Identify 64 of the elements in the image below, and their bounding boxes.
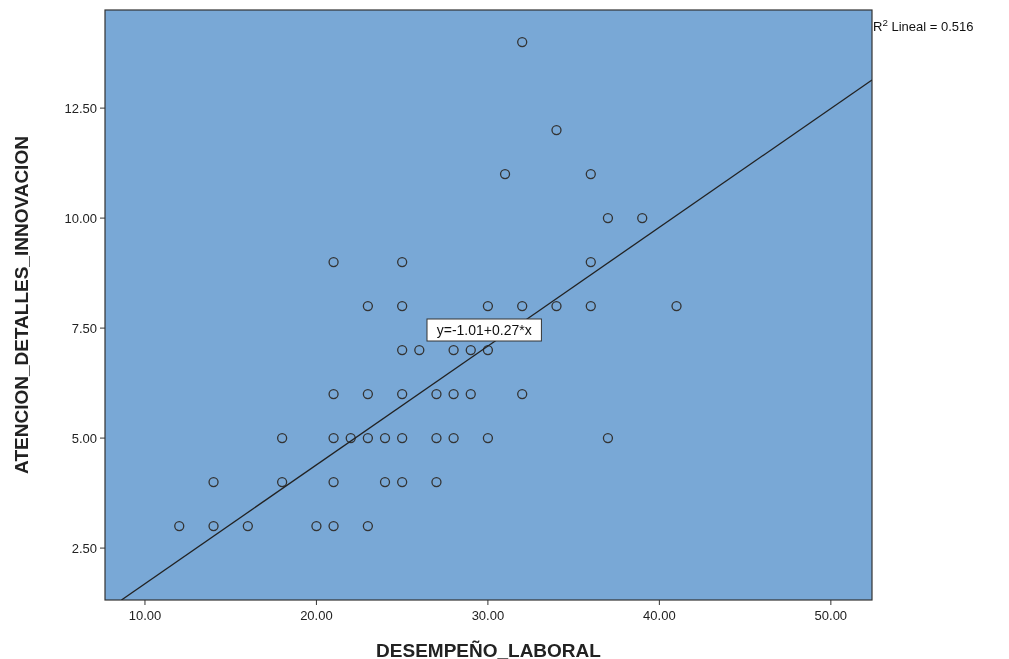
x-tick-label: 20.00 [300, 608, 333, 623]
point [397, 300, 408, 312]
annotation: y=-1.01+0.27*x [436, 322, 532, 338]
point [362, 432, 374, 444]
point [482, 344, 494, 356]
point [328, 520, 339, 532]
point [328, 388, 339, 400]
text: R$^{2}$ Lineal = 0.516 [873, 16, 974, 34]
point [208, 476, 219, 488]
point [602, 432, 614, 444]
point [482, 432, 494, 444]
point [499, 168, 511, 180]
x-tick-label: 50.00 [814, 608, 848, 623]
point [585, 256, 596, 268]
point [362, 388, 374, 400]
x-tick-label: 30.00 [471, 608, 505, 623]
point [585, 168, 596, 180]
x-axis-title: DESEMPEÑO_LABORAL [376, 640, 602, 659]
y-tick-label: 10.00 [64, 210, 97, 226]
point [482, 300, 494, 312]
point [448, 388, 459, 400]
point [397, 388, 408, 400]
point [517, 388, 528, 400]
point [397, 256, 408, 268]
point [311, 520, 322, 532]
point [208, 520, 219, 532]
point [242, 520, 253, 532]
point [397, 344, 408, 356]
point [551, 124, 562, 136]
point [328, 432, 339, 444]
point [551, 300, 562, 312]
y-tick-label: 7.50 [71, 320, 97, 336]
point [448, 344, 459, 356]
point [362, 300, 374, 312]
point [379, 432, 391, 444]
point [448, 432, 459, 444]
point [431, 476, 442, 488]
point [379, 476, 391, 488]
point [276, 432, 288, 444]
y-axis-title: ATENCION_DETALLES_INNOVACION [11, 136, 32, 474]
point [671, 300, 682, 312]
point [362, 520, 374, 532]
point [517, 300, 528, 312]
y-tick-label: 12.50 [64, 100, 97, 116]
point [414, 344, 425, 356]
point [397, 432, 408, 444]
point [585, 300, 596, 312]
point [328, 476, 339, 488]
point [602, 212, 614, 224]
point [276, 476, 288, 488]
x-tick-label: 40.00 [643, 608, 676, 623]
point [517, 36, 528, 48]
point [345, 432, 356, 444]
point [431, 388, 442, 400]
y-tick-label: 2.50 [71, 540, 97, 556]
point [465, 388, 476, 400]
point [465, 344, 476, 356]
y-tick-label: 5.00 [71, 430, 97, 446]
point [431, 432, 442, 444]
point [174, 520, 185, 532]
x-tick-label: 10.00 [128, 608, 162, 623]
point [328, 256, 339, 268]
point [397, 476, 408, 488]
point [637, 212, 648, 224]
